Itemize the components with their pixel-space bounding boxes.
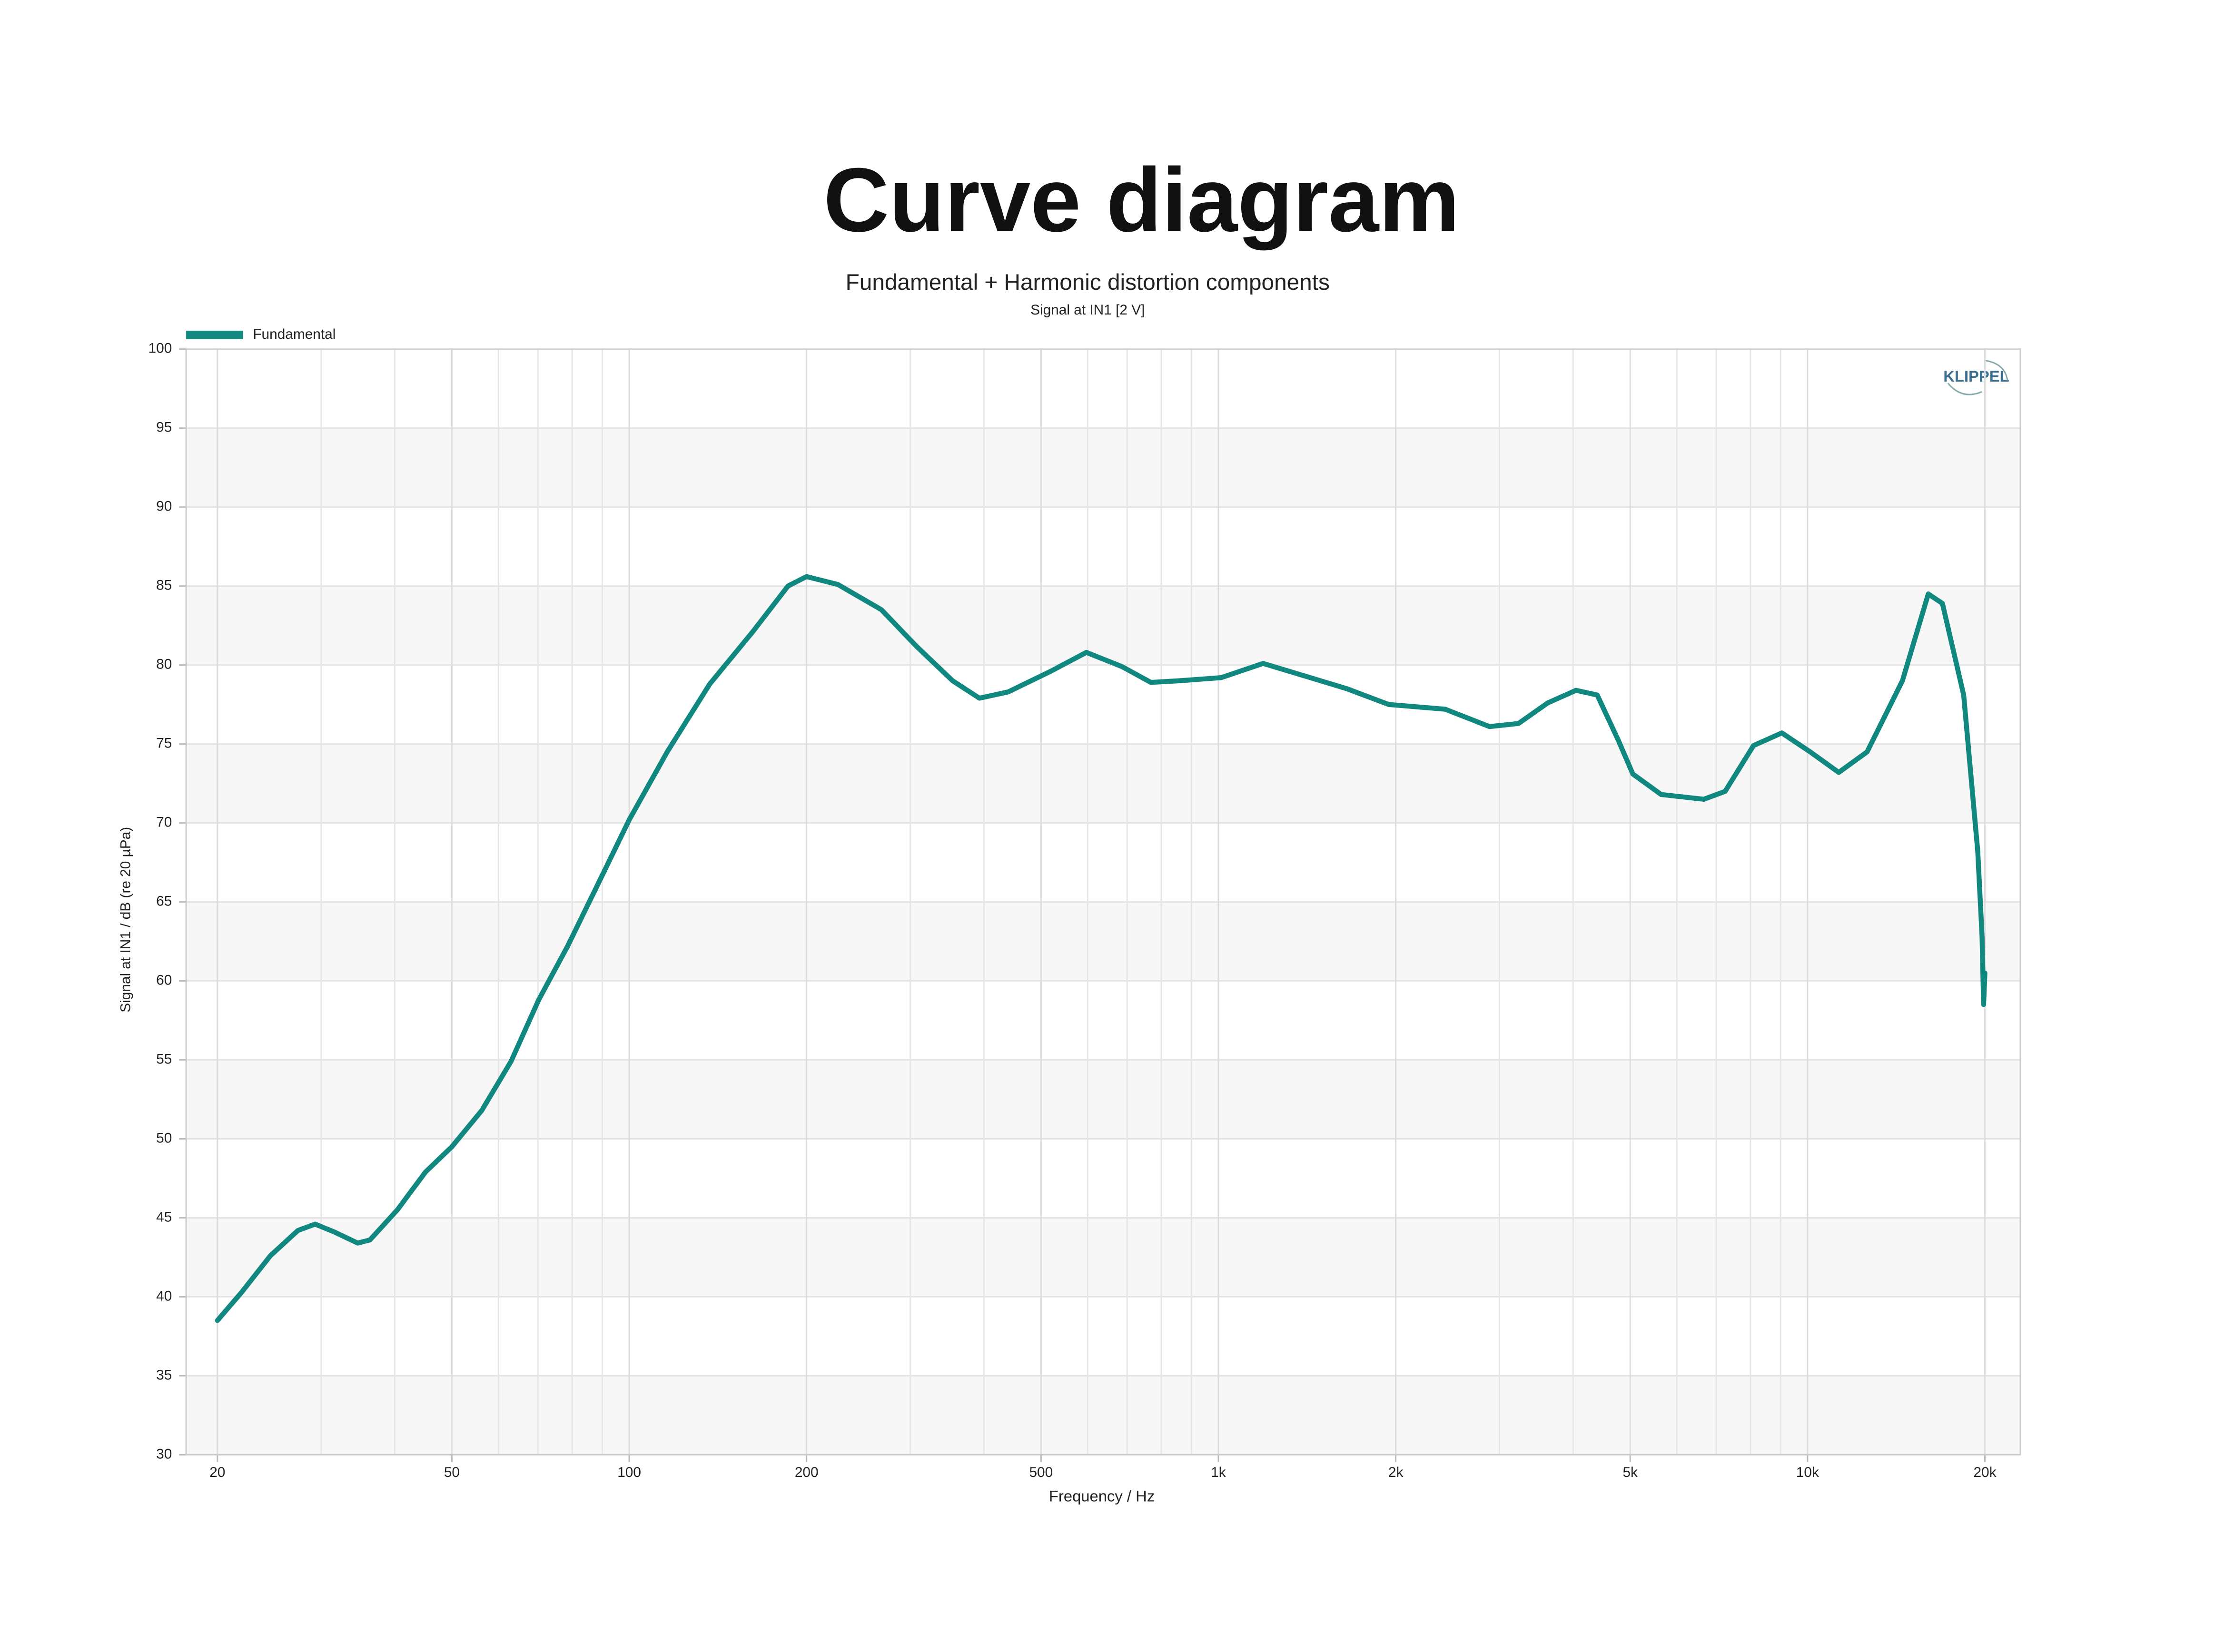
x-tick-label: 10k (1796, 1465, 1819, 1480)
logo-swoosh (1947, 360, 2008, 395)
y-tick-label: 35 (156, 1367, 172, 1383)
y-tick-label: 30 (156, 1446, 172, 1462)
y-tick-label: 45 (156, 1209, 172, 1225)
y-tick-label: 70 (156, 814, 172, 830)
y-tick-label: 55 (156, 1051, 172, 1067)
y-tick-label: 50 (156, 1130, 172, 1146)
x-tick-label: 50 (444, 1465, 460, 1480)
logo: KLIPPEL (1943, 367, 2009, 385)
y-tick-label: 85 (156, 578, 172, 593)
chart-title: Fundamental + Harmonic distortion compon… (846, 270, 1330, 295)
plot-frame (185, 348, 2021, 1455)
x-tick-label: 100 (617, 1465, 641, 1480)
x-tick-label: 20k (1973, 1465, 1996, 1480)
chart-subtitle: Signal at IN1 [2 V] (1030, 302, 1145, 318)
band (186, 586, 2020, 665)
y-axis-label: Signal at IN1 / dB (re 20 µPa) (118, 827, 134, 1013)
x-axis-label: Frequency / Hz (1049, 1487, 1155, 1505)
band (186, 1060, 2020, 1139)
x-tick-label: 200 (795, 1465, 819, 1480)
x-tick-label: 20 (209, 1465, 225, 1480)
legend-swatch (186, 330, 243, 339)
y-tick-label: 80 (156, 657, 172, 672)
band (186, 1376, 2020, 1455)
y-tick-label: 95 (156, 420, 172, 435)
y-tick-label: 75 (156, 736, 172, 751)
y-tick-label: 40 (156, 1288, 172, 1304)
band (186, 902, 2020, 981)
x-tick-label: 5k (1622, 1465, 1638, 1480)
plot-layer (179, 348, 2021, 1462)
x-tick-label: 500 (1029, 1465, 1053, 1480)
y-tick-label: 100 (148, 341, 172, 356)
band (186, 744, 2020, 823)
page-title: Curve diagram (823, 149, 1460, 251)
band (186, 428, 2020, 507)
x-tick-label: 2k (1388, 1465, 1404, 1480)
y-tick-label: 90 (156, 499, 172, 514)
y-tick-label: 60 (156, 972, 172, 988)
data-line (215, 574, 1988, 1323)
x-tick-label: 1k (1211, 1465, 1226, 1480)
band (186, 1218, 2020, 1297)
legend-label: Fundamental (253, 326, 336, 342)
y-tick-label: 65 (156, 893, 172, 909)
